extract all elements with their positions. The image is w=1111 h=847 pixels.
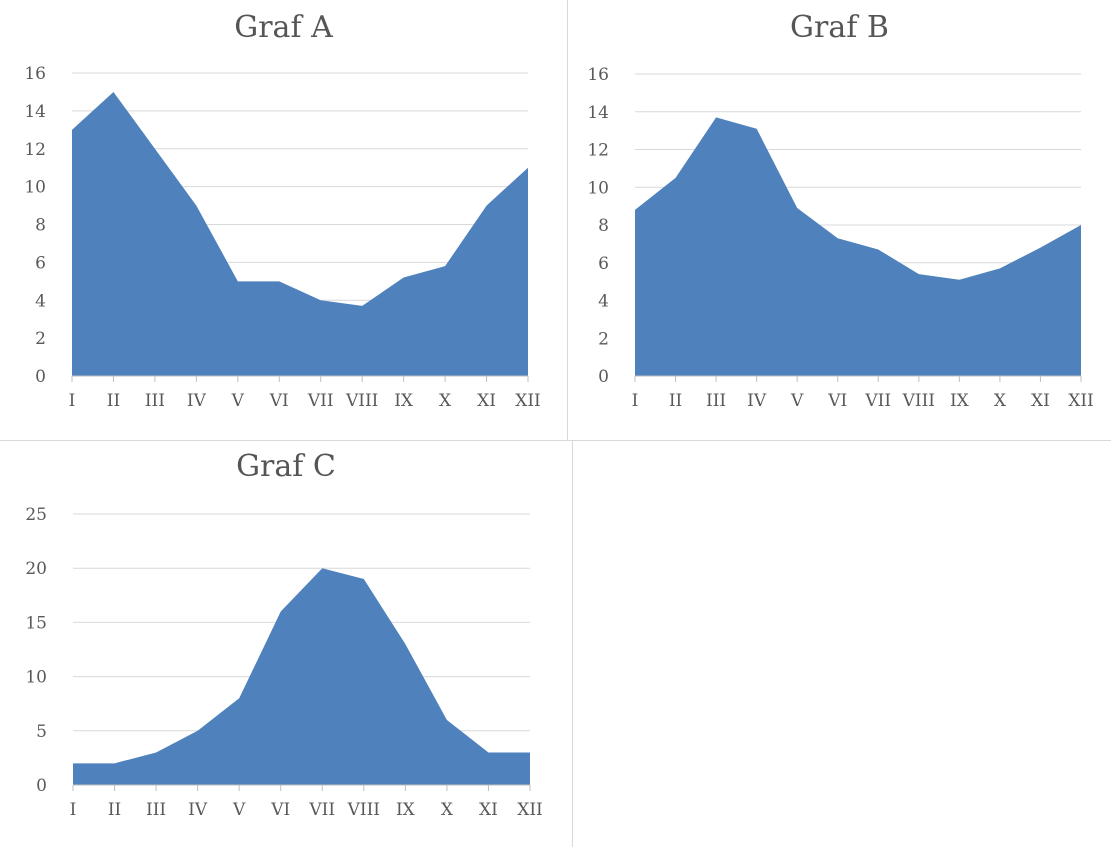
y-tick-label: 12 [24,140,46,160]
y-tick-label: 10 [587,178,609,198]
y-tick-label: 4 [35,291,46,311]
x-tick-label: V [232,800,246,820]
area-series [635,117,1081,376]
y-tick-label: 10 [24,178,46,198]
y-tick-label: 6 [35,253,46,273]
x-tick-label: XI [477,391,496,411]
x-tick-label: I [70,800,77,820]
y-tick-label: 0 [35,367,46,387]
x-tick-label: XI [479,800,498,820]
x-tick-label: IV [187,391,207,411]
x-tick-label: VII [864,391,891,411]
area-series [72,91,528,376]
x-tick-label: XII [1068,391,1094,411]
x-tick-label: XII [515,391,541,411]
y-tick-label: 14 [587,103,609,123]
x-tick-label: X [441,800,454,820]
x-tick-label: VIII [345,391,378,411]
y-tick-label: 25 [25,505,47,525]
x-tick-label: II [108,800,121,820]
x-tick-label: X [439,391,452,411]
x-tick-label: I [632,391,639,411]
chart-panel-c: Graf C 0 5 10 15 20 25 I II III IV V VI VII VIII IX X XI… [0,441,573,847]
x-tick-label: III [145,391,165,411]
y-tick-label: 0 [598,367,609,387]
x-tick-label: VI [269,391,289,411]
chart-panel-a: Graf A 0 2 4 6 8 10 12 14 16 I II III IV V VI VII VIII IX… [0,0,568,441]
y-tick-label: 20 [25,559,47,579]
x-tick-label: VIII [347,800,380,820]
x-tick-label: VIII [902,391,935,411]
x-tick-label: IX [394,391,414,411]
area-series [73,568,530,785]
y-tick-label: 4 [598,292,609,312]
x-tick-label: XI [1031,391,1050,411]
x-tick-label: X [994,391,1007,411]
chart-title: Graf C [236,449,336,484]
chart-title: Graf B [790,10,889,45]
y-tick-label: 12 [587,141,609,161]
y-tick-label: 14 [24,102,46,122]
x-tick-label: IX [950,391,970,411]
x-tick-label: III [146,800,166,820]
y-tick-label: 2 [35,329,46,349]
y-tick-label: 8 [35,216,46,236]
x-tick-label: XII [517,800,543,820]
x-tick-label: IX [396,800,416,820]
y-tick-label: 15 [25,613,47,633]
x-tick-label: II [669,391,682,411]
chart-title: Graf A [234,10,333,45]
x-tick-label: V [790,391,804,411]
y-tick-label: 6 [598,254,609,274]
x-tick-label: III [706,391,726,411]
y-tick-label: 10 [25,668,47,688]
y-tick-label: 16 [587,65,609,85]
y-tick-label: 8 [598,216,609,236]
x-tick-label: II [107,391,120,411]
y-tick-label: 16 [24,64,46,84]
x-tick-label: IV [747,391,767,411]
x-tick-label: I [69,391,76,411]
x-tick-label: VII [308,800,335,820]
chart-panel-b: Graf B 0 2 4 6 8 10 12 14 16 I II III IV V VI VII VIII IX… [568,0,1111,441]
y-tick-label: 0 [36,776,47,796]
x-tick-label: V [231,391,245,411]
x-tick-label: VII [307,391,334,411]
y-tick-label: 5 [36,722,47,742]
x-tick-label: VI [270,800,290,820]
y-tick-label: 2 [598,329,609,349]
x-tick-label: IV [188,800,208,820]
x-tick-label: VI [827,391,847,411]
